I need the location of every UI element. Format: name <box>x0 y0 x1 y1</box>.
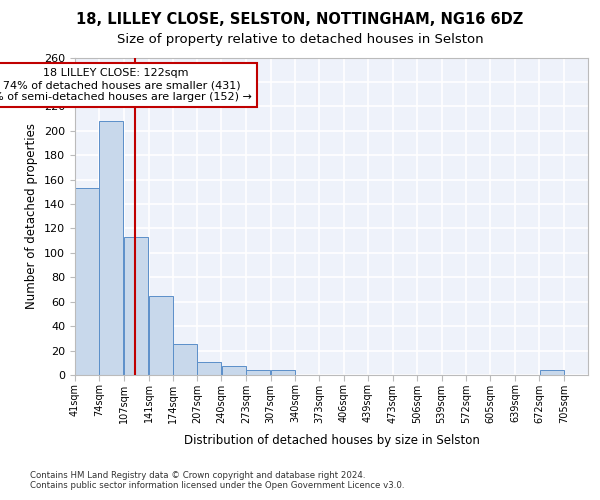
Bar <box>539 370 563 375</box>
Bar <box>173 344 197 375</box>
Y-axis label: Number of detached properties: Number of detached properties <box>25 123 38 309</box>
Bar <box>197 362 221 375</box>
Text: 18 LILLEY CLOSE: 122sqm
← 74% of detached houses are smaller (431)
26% of semi-d: 18 LILLEY CLOSE: 122sqm ← 74% of detache… <box>0 68 252 102</box>
Text: Size of property relative to detached houses in Selston: Size of property relative to detached ho… <box>116 32 484 46</box>
Bar <box>100 121 124 375</box>
Bar <box>149 296 173 375</box>
Bar <box>124 237 148 375</box>
Text: 18, LILLEY CLOSE, SELSTON, NOTTINGHAM, NG16 6DZ: 18, LILLEY CLOSE, SELSTON, NOTTINGHAM, N… <box>76 12 524 28</box>
Bar <box>246 370 270 375</box>
Bar <box>75 188 99 375</box>
X-axis label: Distribution of detached houses by size in Selston: Distribution of detached houses by size … <box>184 434 479 447</box>
Text: Contains HM Land Registry data © Crown copyright and database right 2024.
Contai: Contains HM Land Registry data © Crown c… <box>30 470 404 490</box>
Bar <box>221 366 245 375</box>
Bar <box>271 370 295 375</box>
